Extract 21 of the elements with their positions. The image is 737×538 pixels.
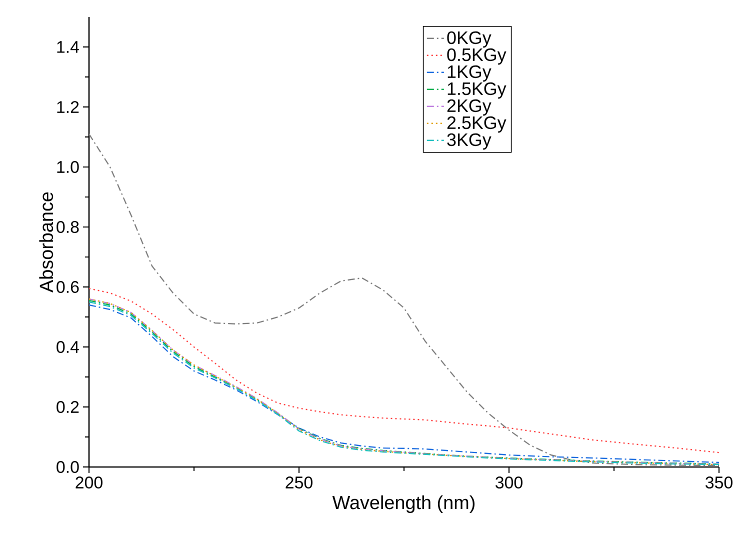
y-tick-label: 1.2 xyxy=(57,101,79,113)
x-tick-label: 200 xyxy=(76,476,102,489)
x-tick-label: 300 xyxy=(496,476,522,489)
y-tick-label: 0.2 xyxy=(56,400,79,413)
y-tick-label: 0.4 xyxy=(56,340,79,353)
legend-label: 2.5KGy xyxy=(447,116,506,133)
legend-label: 1KGy xyxy=(448,65,492,82)
x-tick-label: 350 xyxy=(706,476,732,489)
x-axis-title: Wavelength (nm) xyxy=(332,495,475,513)
legend-label: 0.5KGy xyxy=(447,48,506,65)
y-tick-label: 1.0 xyxy=(57,160,79,173)
y-tick-label: 1.4 xyxy=(57,41,79,53)
y-tick-label: 0.6 xyxy=(56,280,79,293)
legend-label: 3KGy xyxy=(447,133,492,150)
y-tick-label: 0.0 xyxy=(56,460,79,473)
x-tick-label: 250 xyxy=(286,476,312,489)
legend-label: 1.5KGy xyxy=(448,82,506,99)
legend-label: 2KGy xyxy=(447,99,492,116)
legend-label: 0KGy xyxy=(447,31,492,48)
y-tick-label: 0.8 xyxy=(56,220,79,233)
y-axis-title: Absorbance xyxy=(39,192,54,292)
